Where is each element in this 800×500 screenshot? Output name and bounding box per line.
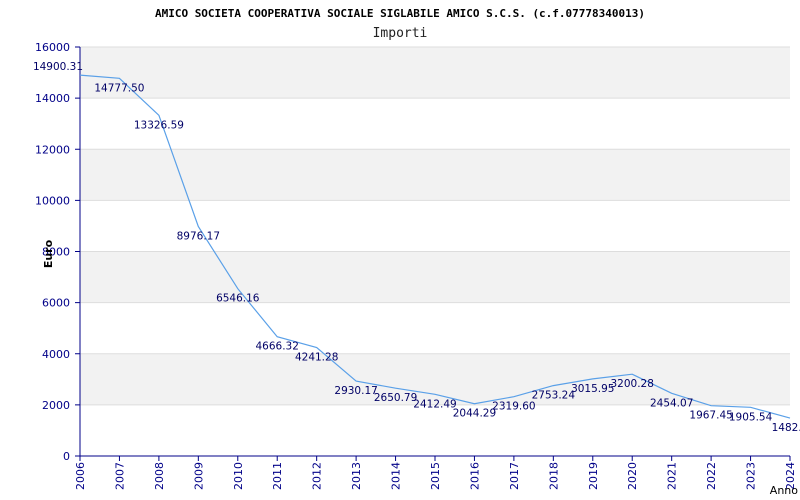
y-tick-label: 2000 [42,399,70,412]
y-tick-label: 8000 [42,246,70,259]
axes [75,46,791,461]
data-label: 2412.49 [413,398,456,410]
data-label: 13326.59 [134,119,184,131]
x-tick-label: 2013 [350,462,363,490]
x-tick-label: 2022 [705,462,718,490]
y-tick-labels: 0 2000 4000 6000 8000 10000 12000 14000 16000 [35,41,70,463]
y-tick-label: 10000 [35,194,70,207]
y-tick-label: 0 [63,450,70,463]
x-tick-label: 2024 [784,462,797,490]
y-tick-label: 6000 [42,297,70,310]
data-label: 3015.95 [571,383,614,395]
data-label: 2650.79 [374,392,417,404]
x-tick-label: 2020 [626,462,639,490]
x-tick-label: 2010 [232,462,245,490]
data-label: 2753.24 [532,390,576,402]
y-tick-label: 16000 [35,41,70,54]
background-band [80,353,790,405]
data-label: 14777.50 [94,82,144,94]
data-label: 2930.17 [334,385,377,397]
data-label: 1967.45 [689,410,732,422]
x-tick-label: 2019 [587,462,600,490]
series-line [79,74,791,419]
background-bands [80,47,790,405]
data-label: 8976.17 [177,231,220,243]
x-axis-title: Anno [770,484,798,497]
data-label: 6546.16 [216,293,260,305]
data-label: 1905.54 [729,411,773,423]
x-tick-label: 2017 [508,462,521,490]
x-tick-label: 2021 [666,462,679,490]
chart-title: AMICO SOCIETA COOPERATIVA SOCIALE SIGLAB… [155,7,645,20]
x-tick-label: 2015 [429,462,442,490]
x-tick-label: 2012 [311,462,324,490]
data-label: 4241.28 [295,352,338,364]
x-tick-label: 2016 [468,462,481,490]
data-label: 3200.28 [611,378,654,390]
series-layer [79,74,791,419]
data-label: 2319.60 [492,401,535,413]
background-band [80,251,790,303]
background-band [80,149,790,201]
data-labels: 14900.31 14777.50 13326.59 8976.17 6546.16 46… [33,61,800,434]
data-label: 2454.07 [650,397,693,409]
x-tick-label: 2008 [153,462,166,490]
x-tick-label: 2006 [74,462,87,490]
y-tick-label: 4000 [42,348,70,361]
data-label: 4666.32 [256,341,299,353]
y-tick-label: 14000 [35,92,70,105]
data-label: 1482.7 [772,422,800,434]
gridlines [80,46,790,406]
y-tick-label: 12000 [35,143,70,156]
data-label: 2044.29 [453,408,496,420]
y-axis-title: Euro [42,239,55,268]
x-tick-label: 2023 [745,462,758,490]
x-tick-labels: 2006 2007 2008 2009 2010 2011 2012 2013 2014 2015… [74,462,797,490]
data-label: 14900.31 [33,61,83,73]
x-tick-label: 2018 [547,462,560,490]
x-tick-label: 2009 [192,462,205,490]
x-tick-label: 2011 [271,462,284,490]
x-tick-label: 2007 [113,462,126,490]
background-band [80,47,790,99]
x-tick-label: 2014 [390,462,403,490]
chart-subtitle: Importi [373,26,428,41]
